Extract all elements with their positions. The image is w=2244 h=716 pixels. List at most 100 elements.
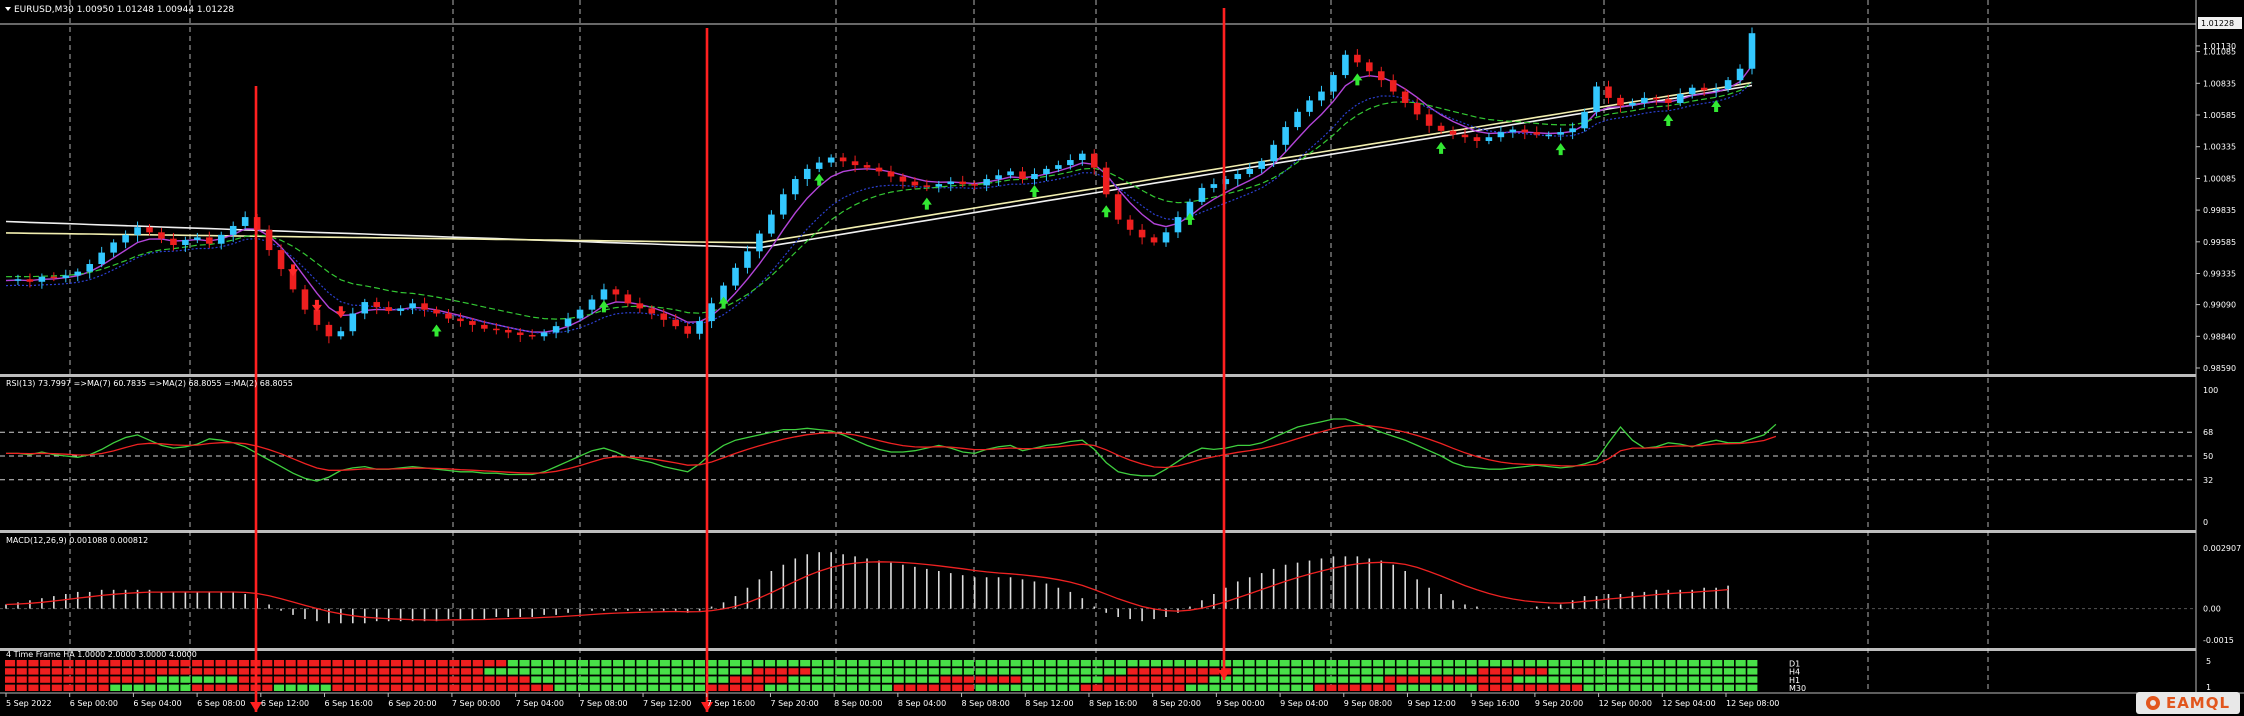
htf-cell xyxy=(671,660,682,667)
time-tick-label: 5 Sep 2022 xyxy=(6,699,52,708)
htf-cell xyxy=(870,668,881,675)
time-tick-label: 8 Sep 00:00 xyxy=(834,699,882,708)
htf-cell xyxy=(1642,668,1653,675)
htf-cell xyxy=(531,684,542,691)
htf-cell xyxy=(1022,660,1033,667)
htf-cell xyxy=(437,684,448,691)
htf-cell xyxy=(437,668,448,675)
candle-body xyxy=(1318,91,1325,101)
htf-cell xyxy=(390,668,401,675)
htf-cell xyxy=(893,668,904,675)
time-tick-label: 7 Sep 08:00 xyxy=(579,699,627,708)
htf-cell xyxy=(835,668,846,675)
time-tick-label: 7 Sep 16:00 xyxy=(707,699,755,708)
htf-cell xyxy=(1525,684,1536,691)
dropdown-icon[interactable] xyxy=(5,7,11,11)
candle-body xyxy=(1736,68,1744,81)
time-tick-label: 7 Sep 00:00 xyxy=(452,699,500,708)
htf-cell xyxy=(1069,676,1080,683)
htf-cell xyxy=(320,684,331,691)
htf-cell xyxy=(1349,660,1360,667)
htf-cell xyxy=(449,660,460,667)
candle-body xyxy=(1354,54,1361,63)
htf-row-label: H4 xyxy=(1789,668,1800,677)
htf-cell xyxy=(437,676,448,683)
htf-cell xyxy=(484,684,495,691)
htf-cell xyxy=(192,668,203,675)
htf-cell xyxy=(1606,684,1618,691)
time-tick-label: 6 Sep 04:00 xyxy=(133,699,181,708)
candle-body xyxy=(1342,54,1349,76)
htf-header: 4 Time Frame HA 1.0000 2.0000 3.0000 4.0… xyxy=(6,650,197,659)
vertical-marker-lines xyxy=(250,8,1230,712)
htf-cell xyxy=(496,668,507,675)
htf-cell xyxy=(531,668,542,675)
candle-body xyxy=(229,225,237,235)
htf-cell xyxy=(636,660,647,667)
candle-body xyxy=(74,271,82,276)
time-tick-label: 12 Sep 08:00 xyxy=(1726,699,1779,708)
candle-body xyxy=(756,233,763,252)
htf-cell xyxy=(963,684,974,691)
htf-cell xyxy=(870,684,881,691)
htf-cell xyxy=(1326,668,1337,675)
candle-body xyxy=(720,285,727,304)
htf-cell xyxy=(1630,668,1641,675)
candle-body xyxy=(684,326,691,334)
htf-cell xyxy=(320,676,331,683)
candle-body xyxy=(1079,153,1086,161)
htf-cell xyxy=(1408,668,1419,675)
macd-header: MACD(12,26,9) 0.001088 0.000812 xyxy=(6,536,148,545)
candle-body xyxy=(648,308,656,314)
htf-cell xyxy=(788,668,799,675)
htf-cell xyxy=(157,676,168,683)
candle-body xyxy=(1712,89,1720,91)
candle-body xyxy=(1605,86,1612,98)
up-arrow-icon xyxy=(814,173,825,186)
htf-cell xyxy=(1092,684,1103,691)
htf-cell xyxy=(1279,660,1290,667)
candle-body xyxy=(600,289,608,300)
candle-body xyxy=(1676,94,1684,103)
candle-body xyxy=(1545,134,1552,137)
htf-cell xyxy=(1127,684,1138,691)
htf-cell xyxy=(624,684,635,691)
candle-body xyxy=(1724,80,1732,90)
candle-body xyxy=(935,184,943,187)
candle-body xyxy=(1389,80,1397,92)
htf-cell xyxy=(86,684,97,691)
htf-cell xyxy=(963,668,974,675)
htf-cell xyxy=(1618,668,1629,675)
htf-cell xyxy=(741,660,752,667)
htf-cell xyxy=(1735,668,1746,675)
htf-cell xyxy=(519,660,530,667)
htf-cell xyxy=(776,668,787,675)
htf-cell xyxy=(694,668,705,675)
candle-body xyxy=(373,302,381,308)
time-tick-label: 8 Sep 04:00 xyxy=(898,699,946,708)
htf-cell xyxy=(1279,676,1290,683)
htf-cell xyxy=(1326,684,1337,691)
htf-cell xyxy=(554,668,565,675)
down-arrow-icon xyxy=(335,306,346,319)
htf-cell xyxy=(425,676,437,683)
candle-body xyxy=(540,332,548,337)
htf-cell xyxy=(168,660,179,667)
htf-cell xyxy=(5,684,16,691)
htf-cell xyxy=(1665,668,1676,675)
htf-cell xyxy=(496,684,507,691)
htf-cell xyxy=(776,676,787,683)
htf-cell xyxy=(870,676,881,683)
htf-cell xyxy=(765,684,776,691)
htf-cell xyxy=(554,660,565,667)
candle-body xyxy=(851,161,859,166)
candle-body xyxy=(1150,237,1158,243)
htf-cell xyxy=(1244,668,1255,675)
htf-cell xyxy=(1501,660,1512,667)
macd-signal-line xyxy=(5,561,1729,621)
htf-cell xyxy=(133,668,144,675)
candle-body xyxy=(887,171,895,177)
htf-cell xyxy=(1092,676,1103,683)
htf-cell xyxy=(1057,684,1068,691)
